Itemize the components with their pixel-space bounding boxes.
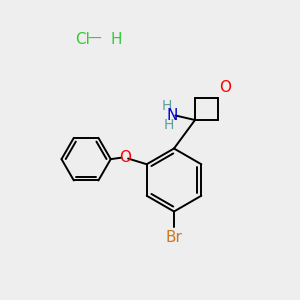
Text: —: — [88, 32, 101, 46]
Text: N: N [167, 108, 178, 123]
Text: H: H [162, 99, 172, 113]
Text: O: O [119, 150, 131, 165]
Text: Cl: Cl [75, 32, 90, 46]
Text: O: O [219, 80, 231, 95]
Text: H: H [111, 32, 122, 46]
Text: Br: Br [166, 230, 182, 245]
Text: H: H [164, 118, 174, 132]
